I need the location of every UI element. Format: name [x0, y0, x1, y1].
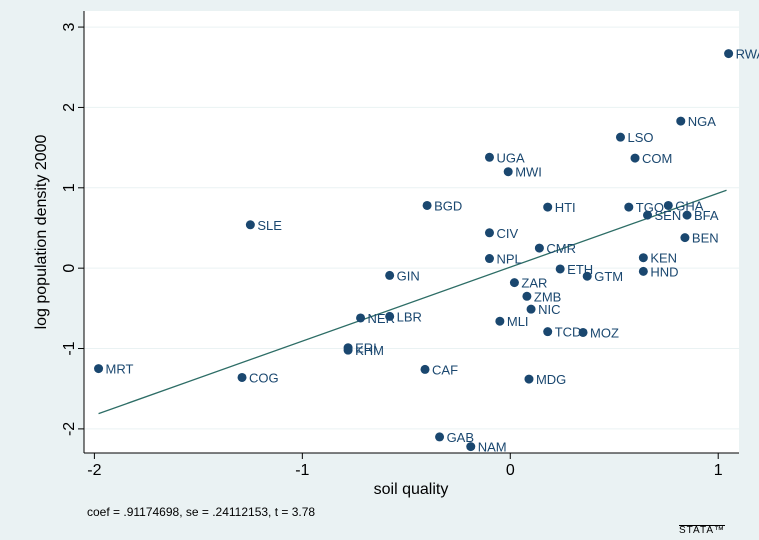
x-tick-label: -1: [295, 462, 309, 479]
point-marker: [680, 233, 690, 243]
plot-area: [84, 11, 739, 453]
point-marker: [578, 327, 588, 337]
point-label: RWA: [736, 47, 759, 62]
point-marker: [582, 271, 592, 281]
point-marker: [484, 152, 494, 162]
y-tick-label: -1: [61, 341, 78, 355]
y-axis-title: log population density 2000: [33, 134, 50, 329]
point-label: CAF: [432, 362, 458, 377]
point-label: GAB: [447, 430, 474, 445]
gridlines: [84, 26, 739, 430]
x-axis-title: soil quality: [374, 481, 449, 498]
point-label: KEN: [650, 251, 677, 266]
point-marker: [555, 264, 565, 274]
point-label: HTI: [555, 200, 576, 215]
point-marker: [245, 220, 255, 230]
point-label: CMR: [546, 241, 576, 256]
point-marker: [484, 228, 494, 238]
point-marker: [676, 116, 686, 126]
point-label: COM: [642, 151, 672, 166]
point-marker: [543, 202, 553, 212]
axes: -2 -1 0 1 2 3 -2 -1 0 1: [61, 11, 739, 479]
point-marker: [94, 364, 104, 374]
y-tick-label: 0: [61, 264, 78, 273]
point-label: COG: [249, 370, 279, 385]
point-marker: [237, 372, 247, 382]
y-tick-label: 1: [61, 183, 78, 192]
point-label: UGA: [496, 150, 525, 165]
point-label: MLI: [507, 314, 529, 329]
point-marker: [435, 432, 445, 442]
point-label: GTM: [594, 269, 623, 284]
point-label: NIC: [538, 302, 560, 317]
point-label: NAM: [478, 440, 507, 455]
point-label: SLE: [257, 218, 282, 233]
point-marker: [724, 49, 734, 59]
point-label: LSO: [627, 130, 653, 145]
point-label: NGA: [688, 114, 717, 129]
y-tick-label: 3: [61, 23, 78, 32]
point-label: ZMB: [534, 289, 561, 304]
regression-note: coef = .91174698, se = .24112153, t = 3.…: [87, 505, 315, 519]
point-label: SEN: [655, 208, 682, 223]
y-tick-label: -2: [61, 422, 78, 436]
point-label: MRT: [106, 362, 134, 377]
point-label: TCD: [555, 325, 582, 340]
point-marker: [484, 254, 494, 264]
point-marker: [495, 316, 505, 326]
point-marker: [624, 202, 634, 212]
point-marker: [420, 364, 430, 374]
point-marker: [682, 210, 692, 220]
y-tick-label: 2: [61, 103, 78, 112]
point-marker: [524, 374, 534, 384]
point-label: NPL: [496, 252, 521, 267]
point-marker: [522, 291, 532, 301]
point-marker: [638, 266, 648, 276]
point-label: MDG: [536, 372, 566, 387]
point-marker: [615, 132, 625, 142]
point-label: NER: [368, 311, 395, 326]
x-tick-label: 0: [506, 462, 515, 479]
point-label: BEN: [692, 231, 719, 246]
point-marker: [503, 167, 513, 177]
point-label: ERI: [355, 341, 377, 356]
point-marker: [643, 210, 653, 220]
point-marker: [385, 270, 395, 280]
point-label: CIV: [496, 226, 518, 241]
x-tick-label: 1: [714, 462, 723, 479]
point-marker: [630, 153, 640, 163]
point-marker: [526, 304, 536, 314]
point-label: BGD: [434, 198, 462, 213]
point-label: LBR: [397, 309, 422, 324]
point-marker: [385, 311, 395, 321]
fit-line-group: [98, 189, 727, 415]
point-label: BFA: [694, 208, 719, 223]
point-label: TGO: [636, 200, 664, 215]
point-marker: [509, 278, 519, 288]
point-marker: [534, 243, 544, 253]
point-marker: [638, 253, 648, 263]
x-tick-label: -2: [87, 462, 101, 479]
point-label: HND: [650, 264, 678, 279]
point-marker: [422, 200, 432, 210]
stata-logo: STATA™: [679, 525, 725, 536]
point-label: MWI: [515, 165, 542, 180]
point-marker: [663, 200, 673, 210]
point-label: KHM: [355, 343, 384, 358]
point-label: MOZ: [590, 325, 619, 340]
point-marker: [543, 327, 553, 337]
point-label: GIN: [397, 268, 420, 283]
fit-line: [98, 189, 727, 415]
point-label: ZAR: [521, 276, 547, 291]
point-marker: [343, 345, 353, 355]
point-marker: [356, 313, 366, 323]
point-label: GHA: [675, 198, 704, 213]
point-marker: [466, 442, 476, 452]
